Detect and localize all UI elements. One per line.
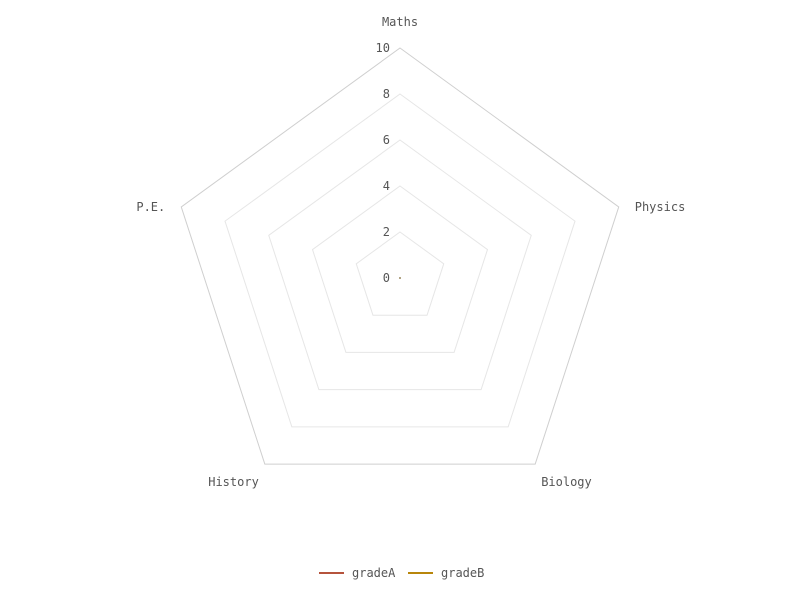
axis-label-pe: P.E. (136, 200, 165, 214)
axis-label-maths: Maths (382, 15, 418, 29)
tick-label: 8 (383, 87, 390, 101)
tick-label: 4 (383, 179, 390, 193)
grid-ring (180, 47, 620, 465)
series-layer (399, 277, 401, 279)
tick-label: 10 (376, 41, 390, 55)
tick-label: 0 (383, 271, 390, 285)
legend-label: gradeB (441, 566, 484, 580)
radar-grid (180, 47, 620, 465)
series-point-gradeB (399, 277, 401, 279)
grid-ring (355, 231, 445, 316)
legend-item-gradeB[interactable]: gradeB (408, 566, 484, 580)
axis-label-physics: Physics (635, 200, 686, 214)
grid-ring (268, 139, 532, 391)
legend[interactable]: gradeA gradeB (319, 566, 484, 580)
axis-label-biology: Biology (541, 475, 592, 489)
grid-ring (311, 185, 489, 353)
legend-label: gradeA (352, 566, 396, 580)
axis-labels: Maths Physics Biology History P.E. (136, 15, 685, 489)
axis-label-history: History (208, 475, 259, 489)
tick-label: 6 (383, 133, 390, 147)
grid-ring (224, 93, 576, 428)
tick-label: 2 (383, 225, 390, 239)
legend-item-gradeA[interactable]: gradeA (319, 566, 396, 580)
radial-tick-labels: 0 2 4 6 8 10 (376, 41, 390, 285)
